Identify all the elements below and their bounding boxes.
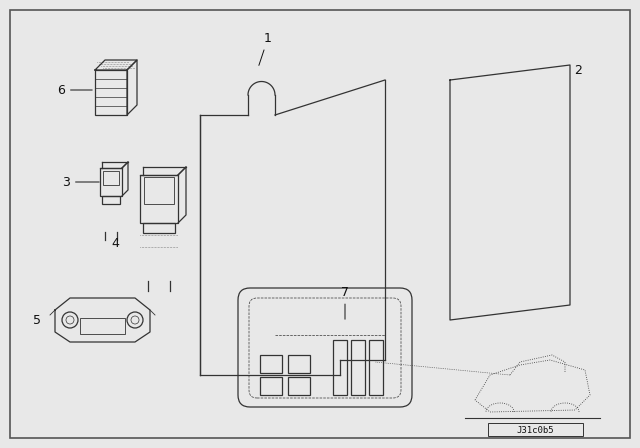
Bar — [260, 355, 282, 373]
Text: J31c0b5: J31c0b5 — [516, 426, 554, 435]
Bar — [140, 175, 178, 223]
Bar — [103, 171, 119, 185]
Bar — [488, 423, 583, 436]
Bar — [369, 340, 383, 395]
Bar — [102, 196, 120, 204]
Text: 7: 7 — [341, 285, 349, 319]
Bar — [351, 340, 365, 395]
Text: 3: 3 — [62, 176, 99, 189]
Bar — [80, 318, 125, 334]
Bar — [100, 168, 122, 196]
Text: 1: 1 — [259, 31, 272, 65]
Bar — [95, 70, 127, 115]
Bar — [333, 340, 347, 395]
Bar — [288, 355, 310, 373]
Text: 4: 4 — [111, 237, 119, 250]
Text: 5: 5 — [33, 314, 41, 327]
Bar — [144, 177, 174, 204]
Bar — [288, 377, 310, 395]
Text: 6: 6 — [57, 83, 92, 96]
Bar — [260, 377, 282, 395]
Text: 2: 2 — [574, 64, 582, 77]
FancyBboxPatch shape — [238, 288, 412, 407]
Bar — [143, 223, 175, 233]
